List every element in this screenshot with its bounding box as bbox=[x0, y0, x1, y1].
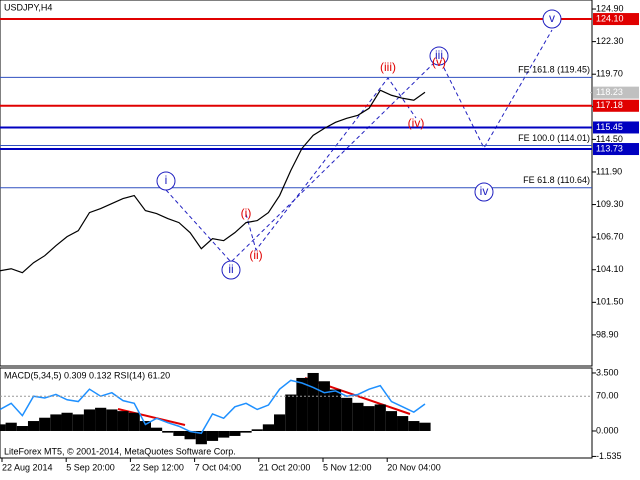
macd-bar bbox=[61, 412, 73, 431]
macd-bar bbox=[27, 421, 40, 431]
macd-bar bbox=[251, 429, 263, 431]
wave-label: (ii) bbox=[249, 248, 262, 262]
wave-label: iii bbox=[435, 48, 443, 62]
y-tick-label: 109.30 bbox=[596, 199, 624, 209]
macd-bar bbox=[117, 411, 129, 431]
price-panel bbox=[0, 0, 593, 367]
chart-title: USDJPY,H4 bbox=[4, 2, 52, 12]
macd-bar bbox=[218, 430, 230, 438]
y-tick-label: 98.90 bbox=[596, 329, 619, 339]
macd-bar bbox=[374, 404, 386, 431]
rsi-line bbox=[0, 379, 426, 435]
fe-label: FE 61.8 (110.64) bbox=[523, 175, 590, 185]
x-tick-label: 22 Sep 12:00 bbox=[130, 462, 184, 472]
macd-bar bbox=[206, 430, 219, 441]
wave-circle bbox=[221, 260, 241, 280]
level-box bbox=[593, 99, 639, 112]
x-tick-label: 5 Sep 20:00 bbox=[66, 462, 115, 472]
macd-bar bbox=[341, 397, 353, 431]
macd-bar bbox=[39, 417, 51, 431]
macd-bar bbox=[408, 421, 420, 431]
price-line bbox=[0, 89, 426, 274]
x-tick-label: 20 Nov 04:00 bbox=[387, 462, 441, 472]
wave-label: i bbox=[165, 173, 168, 187]
level-box bbox=[593, 121, 639, 134]
wave-label: v bbox=[549, 11, 555, 25]
macd-bar bbox=[184, 430, 196, 440]
macd-bar bbox=[95, 407, 107, 431]
macd-bar bbox=[285, 394, 297, 431]
macd-bar bbox=[307, 372, 319, 431]
macd-bar bbox=[363, 406, 375, 431]
x-tick-label: 22 Aug 2014 bbox=[2, 462, 53, 472]
copyright: LiteForex MT5, © 2001-2014, MetaQuotes S… bbox=[4, 446, 236, 456]
y-tick-label: 101.50 bbox=[596, 297, 624, 307]
wave-circle bbox=[474, 182, 494, 202]
x-tick-label: 5 Nov 12:00 bbox=[323, 462, 372, 472]
macd-bar bbox=[195, 430, 207, 445]
macd-bar bbox=[262, 424, 275, 431]
level-label: 115.45 bbox=[596, 122, 623, 132]
wave-circle bbox=[542, 9, 562, 29]
indicator-trendline bbox=[117, 408, 186, 426]
macd-tick-label: 0.000 bbox=[596, 425, 619, 435]
macd-bar bbox=[352, 402, 364, 431]
x-tick-label: 7 Oct 04:00 bbox=[195, 462, 242, 472]
macd-bar bbox=[318, 381, 330, 431]
macd-bar bbox=[329, 389, 342, 431]
wave-circle bbox=[429, 46, 449, 66]
macd-bar bbox=[16, 426, 28, 431]
level-label: 113.73 bbox=[596, 143, 623, 153]
wave-label: (iv) bbox=[408, 116, 425, 130]
macd-bar bbox=[274, 414, 286, 431]
wave-label: (i) bbox=[241, 206, 252, 220]
wave-label: (v) bbox=[432, 55, 446, 69]
macd-bar bbox=[0, 424, 6, 431]
level-label: 124.10 bbox=[596, 13, 624, 23]
y-tick-label: 122.30 bbox=[596, 36, 624, 46]
y-tick-label: 111.90 bbox=[596, 166, 622, 176]
macd-bar bbox=[139, 421, 151, 431]
macd-tick-label: 3.500 bbox=[596, 367, 619, 377]
macd-bar bbox=[72, 414, 84, 431]
macd-bar bbox=[296, 377, 308, 431]
y-tick-label: 114.50 bbox=[596, 134, 623, 144]
macd-bar bbox=[83, 409, 96, 431]
macd-bar bbox=[106, 409, 118, 431]
macd-bar bbox=[240, 430, 252, 433]
macd-bar bbox=[229, 430, 241, 436]
x-tick-label: 21 Oct 20:00 bbox=[259, 462, 311, 472]
wave-label: iv bbox=[480, 184, 489, 198]
macd-bar bbox=[419, 422, 431, 431]
wave-circle bbox=[156, 171, 176, 191]
wave-label: ii bbox=[228, 262, 233, 276]
level-box bbox=[593, 13, 639, 26]
macd-bar bbox=[50, 414, 62, 431]
indicator-label: MACD(5,34,5) 0.309 0.132 RSI(14) 61.20 bbox=[4, 370, 170, 380]
level-box bbox=[593, 86, 639, 99]
wave-label: (iii) bbox=[380, 60, 396, 74]
y-tick-label: 119.70 bbox=[596, 69, 623, 79]
y-tick-label: 106.70 bbox=[596, 232, 624, 242]
y-tick-label: 124.90 bbox=[596, 3, 624, 13]
y-tick-label: 104.10 bbox=[596, 264, 624, 274]
macd-bar bbox=[397, 416, 409, 431]
level-label: 118.23 bbox=[596, 87, 623, 97]
level-label: 117.18 bbox=[596, 100, 623, 110]
macd-bar bbox=[385, 411, 398, 431]
macd-bar bbox=[150, 427, 163, 431]
level-box bbox=[593, 143, 639, 156]
rsi-tick-label: 70.00 bbox=[596, 391, 619, 401]
macd-tick-label: -1.535 bbox=[596, 451, 622, 461]
macd-bar bbox=[5, 422, 17, 431]
fe-label: FE 161.8 (119.45) bbox=[518, 65, 590, 75]
macd-bar bbox=[128, 412, 140, 431]
fe-label: FE 100.0 (114.01) bbox=[518, 133, 590, 143]
macd-bar bbox=[173, 430, 185, 436]
macd-bar bbox=[162, 430, 174, 433]
